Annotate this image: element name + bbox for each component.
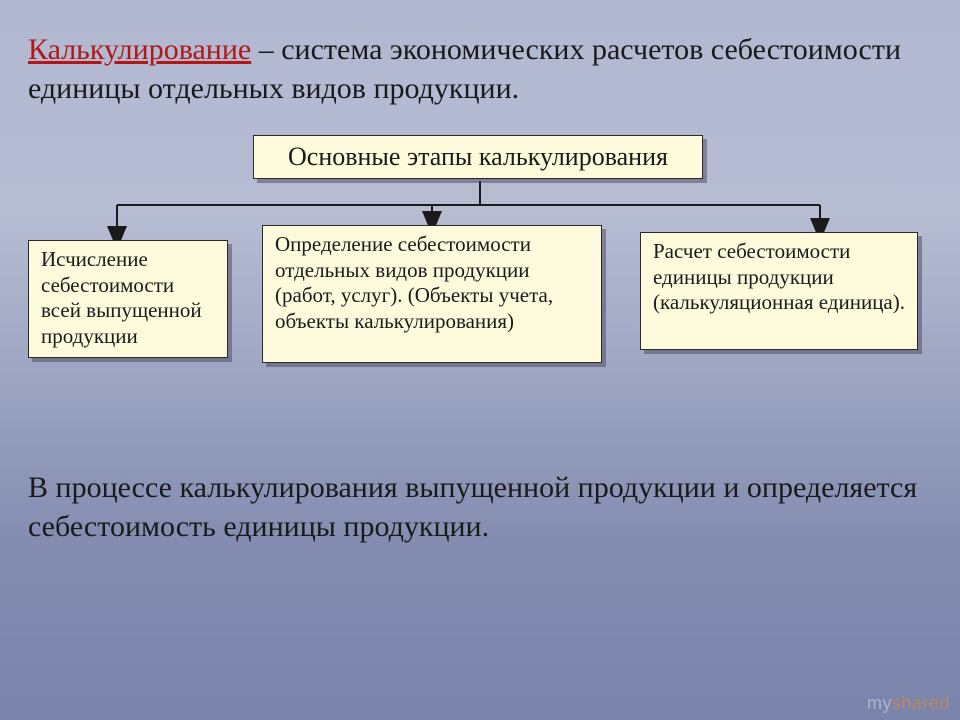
child-box-3: Расчет себестоимости единицы продукции (… [640,232,918,350]
title-dash: – [251,33,281,66]
child-label-1: Исчисление себестоимости всей выпущенной… [41,247,202,348]
watermark-left: my [867,693,892,713]
watermark: myshared [867,693,950,714]
child-box-1: Исчисление себестоимости всей выпущенной… [28,240,228,358]
root-label: Основные этапы калькулирования [288,142,668,171]
bottom-text: В процессе калькулирования выпущенной пр… [28,468,928,546]
child-label-3: Расчет себестоимости единицы продукции (… [653,239,905,314]
child-label-2: Определение себестоимости отдельных видо… [275,232,553,333]
bottom-text-content: В процессе калькулирования выпущенной пр… [28,471,917,543]
child-box-2: Определение себестоимости отдельных видо… [262,225,602,363]
title-block: Калькулирование – система экономических … [28,30,928,108]
title-term: Калькулирование [28,33,251,66]
root-box: Основные этапы калькулирования [253,135,703,179]
watermark-right: shared [892,693,950,713]
